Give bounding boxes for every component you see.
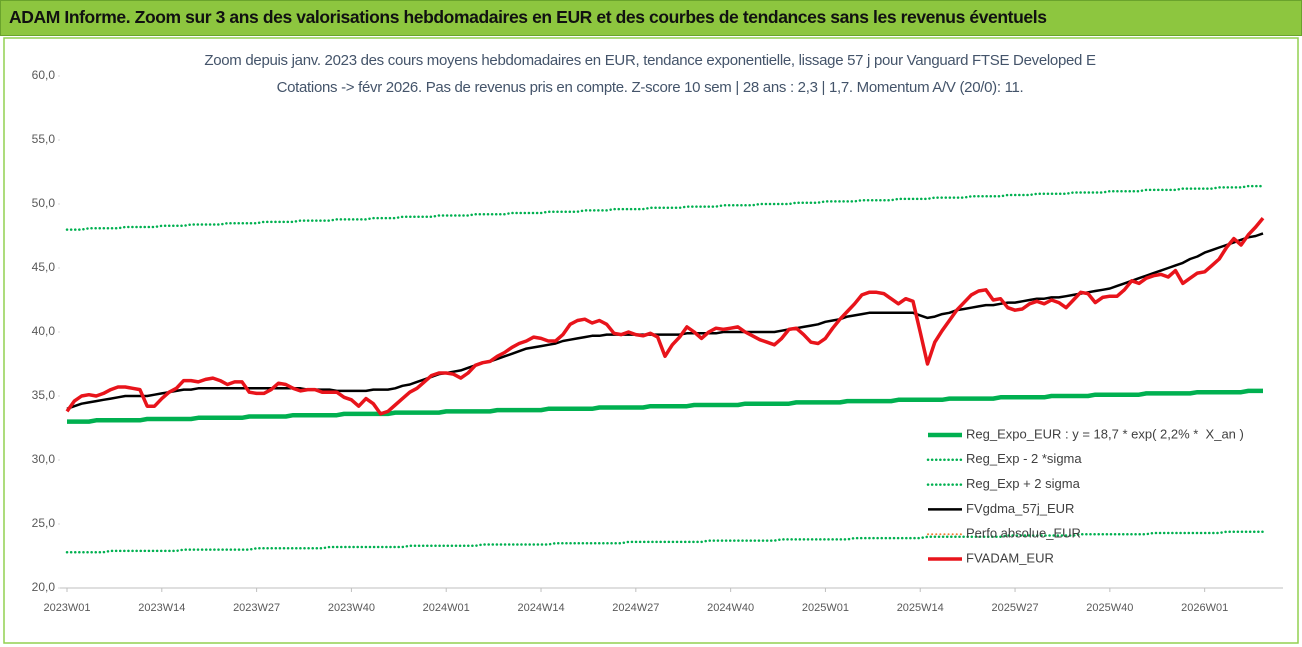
y-tick-label: 55,0 <box>32 132 56 146</box>
y-tick-label: 20,0 <box>32 580 56 594</box>
y-tick-label: 40,0 <box>32 324 56 338</box>
x-tick-label: 2023W14 <box>138 602 185 614</box>
legend-label: Reg_Exp + 2 sigma <box>966 476 1081 491</box>
legend-label: Reg_Expo_EUR : y = 18,7 * exp( 2,2% * X_… <box>966 426 1244 441</box>
y-tick-label: 45,0 <box>32 260 56 274</box>
series-line <box>67 388 1263 424</box>
x-tick-label: 2024W27 <box>612 602 659 614</box>
y-tick-label: 50,0 <box>32 196 56 210</box>
chart: Zoom depuis janv. 2023 des cours moyens … <box>3 37 1299 644</box>
y-tick-label: 35,0 <box>32 388 56 402</box>
series-line <box>65 184 1265 231</box>
header-title: ADAM Informe. Zoom sur 3 ans des valoris… <box>9 7 1047 27</box>
x-tick-label: 2025W40 <box>1086 602 1133 614</box>
header-bar: ADAM Informe. Zoom sur 3 ans des valoris… <box>0 0 1302 36</box>
chart-title: Zoom depuis janv. 2023 des cours moyens … <box>204 52 1096 69</box>
chart-subtitle: Cotations -> févr 2026. Pas de revenus p… <box>277 79 1024 96</box>
y-tick-label: 60,0 <box>32 68 56 82</box>
x-tick-label: 2024W01 <box>423 602 470 614</box>
legend-label: FVADAM_EUR <box>966 550 1054 565</box>
x-tick-label: 2025W14 <box>897 602 944 614</box>
x-tick-label: 2026W01 <box>1181 602 1228 614</box>
x-tick-label: 2023W40 <box>328 602 375 614</box>
series-line <box>65 530 1265 554</box>
series-line <box>66 232 1264 410</box>
legend-label: Perfo absolue_EUR <box>966 526 1081 541</box>
legend-label: Reg_Exp - 2 *sigma <box>966 451 1082 466</box>
series-line <box>65 216 1265 416</box>
chart-frame <box>3 37 1299 644</box>
legend-label: FVgdma_57j_EUR <box>966 501 1074 516</box>
x-tick-label: 2023W01 <box>43 602 90 614</box>
y-tick-label: 30,0 <box>32 452 56 466</box>
y-tick-label: 25,0 <box>32 516 56 530</box>
x-tick-label: 2024W14 <box>517 602 564 614</box>
x-tick-label: 2023W27 <box>233 602 280 614</box>
x-tick-label: 2024W40 <box>707 602 754 614</box>
x-tick-label: 2025W27 <box>992 602 1039 614</box>
x-tick-label: 2025W01 <box>802 602 849 614</box>
